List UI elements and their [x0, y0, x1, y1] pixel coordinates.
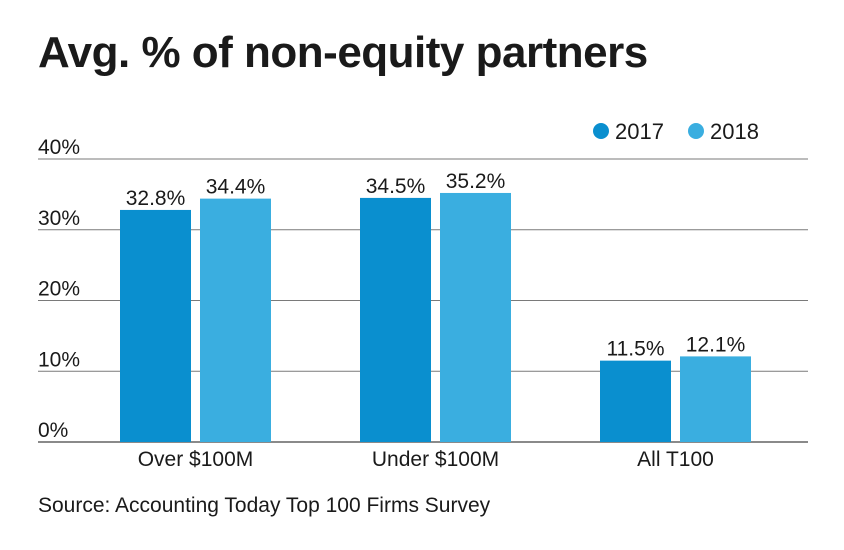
chart-title: Avg. % of non-equity partners	[38, 28, 648, 77]
bar	[200, 198, 271, 442]
legend-marker	[688, 123, 704, 139]
legend-label: 2018	[710, 119, 759, 144]
x-axis-ticks: Over $100M Under $100M All T100	[138, 448, 714, 471]
bar-chart: 0% 10% 20% 30% 40% 32.8% 34.4% 34.5% 35.2% 11.5%…	[38, 119, 808, 471]
y-axis-ticks: 0% 10% 20% 30% 40%	[38, 136, 80, 442]
bar	[680, 356, 751, 442]
bar-value-label: 34.5%	[366, 175, 426, 198]
legend: 2017 2018	[593, 119, 759, 144]
bar-value-label: 11.5%	[607, 338, 665, 361]
bar	[360, 197, 431, 442]
y-tick-label: 10%	[38, 348, 80, 371]
legend-marker	[593, 123, 609, 139]
y-tick-label: 20%	[38, 278, 80, 301]
bars	[120, 192, 751, 442]
bar-value-label: 34.4%	[206, 176, 266, 199]
bar	[440, 192, 511, 442]
legend-label: 2017	[615, 119, 664, 144]
x-tick-label: Under $100M	[372, 448, 499, 471]
y-tick-label: 0%	[38, 419, 68, 442]
bar	[120, 209, 191, 442]
bar-value-labels: 32.8% 34.4% 34.5% 35.2% 11.5% 12.1%	[126, 170, 746, 361]
source-note: Source: Accounting Today Top 100 Firms S…	[38, 494, 491, 517]
y-tick-label: 30%	[38, 207, 80, 230]
bar	[600, 360, 671, 442]
bar-value-label: 12.1%	[686, 333, 746, 356]
bar-value-label: 35.2%	[446, 170, 506, 193]
x-tick-label: All T100	[637, 448, 714, 471]
x-tick-label: Over $100M	[138, 448, 254, 471]
bar-value-label: 32.8%	[126, 187, 186, 210]
y-tick-label: 40%	[38, 136, 80, 159]
